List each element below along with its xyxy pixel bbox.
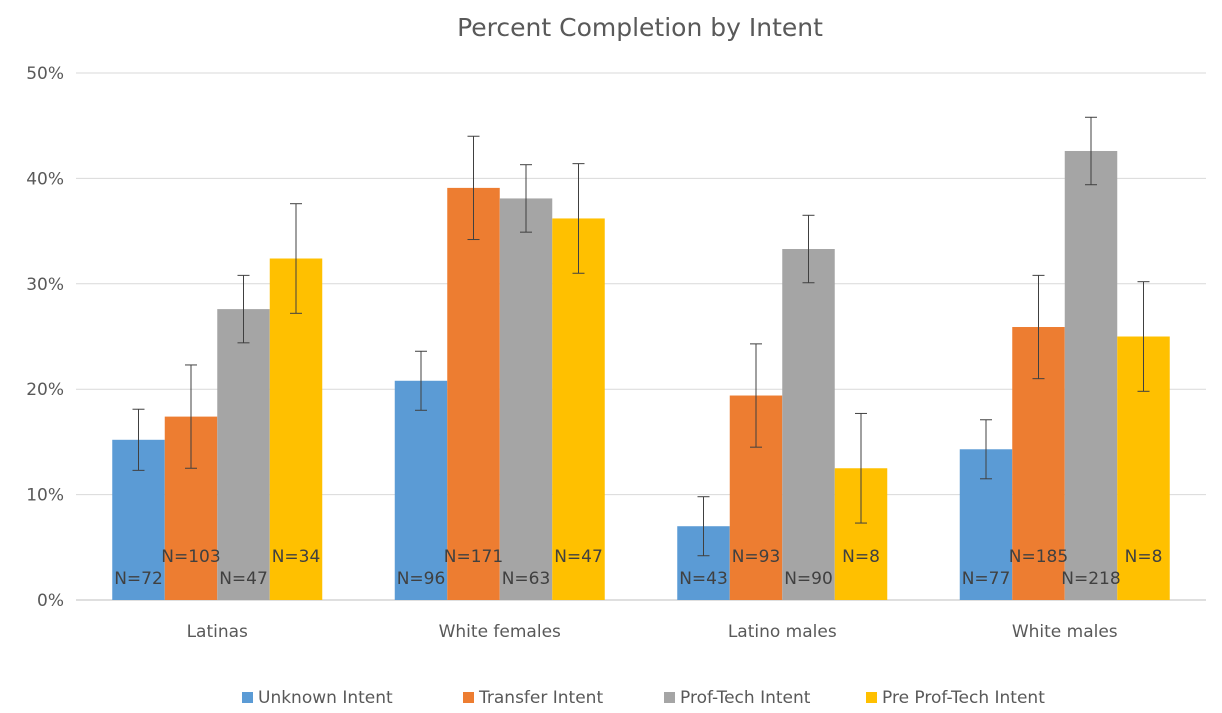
category-label: White males [1012,622,1118,642]
bar [394,380,448,600]
data-label: N=218 [1061,569,1120,589]
category-labels: Latinas White females Latino males White ma… [187,622,1118,642]
bar [269,258,323,600]
data-label: N=96 [397,569,446,589]
category-label: White females [439,622,561,642]
bar [499,198,553,600]
bar [782,249,835,600]
legend-swatch [664,692,675,703]
data-label: N=103 [161,547,220,567]
data-label: N=72 [114,569,163,589]
bar [1064,150,1118,600]
category-label: Latino males [728,622,837,642]
y-tick-label: 50% [26,64,64,84]
legend-swatch [866,692,877,703]
legend-item: Transfer Intent [463,688,603,708]
legend: Unknown Intent Transfer Intent Prof-Tech I… [242,688,1045,708]
bar [217,309,270,600]
data-label: N=93 [732,547,781,567]
legend-item: Unknown Intent [242,688,393,708]
legend-label: Prof-Tech Intent [680,688,811,708]
legend-label: Transfer Intent [478,688,603,708]
data-label: N=90 [784,569,833,589]
data-label: N=8 [842,547,880,567]
data-label: N=8 [1125,547,1163,567]
data-label: N=47 [554,547,603,567]
legend-label: Pre Prof-Tech Intent [882,688,1045,708]
data-label: N=43 [679,569,728,589]
legend-swatch [463,692,474,703]
data-label: N=34 [272,547,321,567]
legend-swatch [242,692,253,703]
data-label: N=185 [1009,547,1068,567]
bars [112,116,1170,601]
bar [447,187,500,601]
y-tick-label: 40% [26,169,64,189]
y-tick-label: 10% [26,486,64,506]
category-label: Latinas [187,622,248,642]
chart-title: Percent Completion by Intent [457,13,823,42]
bar [552,218,605,600]
legend-label: Unknown Intent [258,688,393,708]
data-label: N=77 [962,569,1011,589]
y-tick-label: 30% [26,275,64,295]
legend-item: Pre Prof-Tech Intent [866,688,1045,708]
data-labels: N=72N=103N=47N=34N=96N=171N=63N=47N=43N=… [114,547,1162,589]
data-label: N=63 [502,569,551,589]
y-tick-label: 0% [37,591,64,611]
data-label: N=171 [444,547,503,567]
legend-item: Prof-Tech Intent [664,688,811,708]
y-tick-label: 20% [26,380,64,400]
data-label: N=47 [219,569,268,589]
